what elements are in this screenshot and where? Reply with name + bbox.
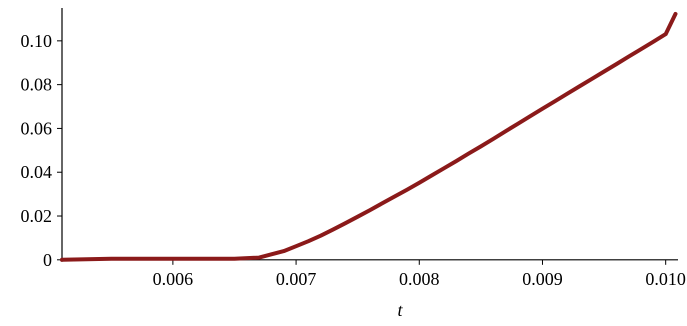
y-tick-label: 0 [43,250,52,270]
x-axis-title: t [397,300,403,320]
series-line [60,11,678,262]
y-tick-label: 0.04 [21,162,53,182]
x-tick-label: 0.010 [645,269,686,289]
x-tick-label: 0.008 [399,269,440,289]
y-tick-label: 0.02 [21,206,53,226]
x-tick-label: 0.009 [522,269,563,289]
y-tick-label: 0.08 [21,75,53,95]
y-tick-label: 0.10 [21,31,53,51]
plot-area: 0.006 0.007 0.008 0.009 0.010 00.020.040.060… [21,8,686,289]
series-layer [60,11,678,262]
y-tick-label: 0.06 [21,118,53,138]
x-axis-ticks: 0.006 0.007 0.008 0.009 0.010 [153,259,686,289]
y-axis-ticks: 0 0.02 0.04 0.06 0.08 0.10 [21,31,62,270]
x-tick-label: 0.006 [153,269,194,289]
x-tick-label: 0.007 [276,269,317,289]
